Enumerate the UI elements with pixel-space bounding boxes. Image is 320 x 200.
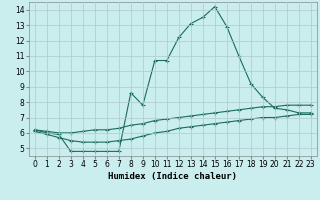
X-axis label: Humidex (Indice chaleur): Humidex (Indice chaleur) xyxy=(108,172,237,181)
